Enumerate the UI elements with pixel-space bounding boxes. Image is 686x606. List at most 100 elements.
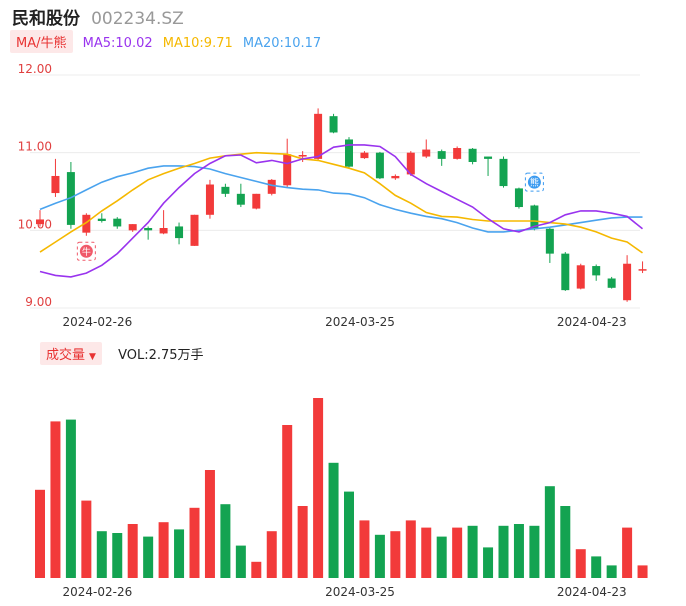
candle-body — [159, 228, 168, 234]
candle-body — [607, 278, 616, 288]
candle-body — [283, 154, 292, 186]
ma10-line — [39, 151, 643, 254]
ma-legend: MA/牛熊 MA5:10.02 MA10:9.71 MA20:10.17 — [10, 30, 321, 54]
candle-body — [113, 218, 122, 227]
volume-bar — [112, 533, 123, 578]
volume-bar — [50, 421, 61, 578]
candle-body — [406, 152, 415, 175]
volume-bar — [622, 527, 633, 578]
moving-average-lines — [39, 144, 644, 278]
candle-body — [329, 116, 338, 133]
price-tick-label: 10.00 — [18, 217, 52, 231]
volume-bar — [591, 556, 602, 578]
candle-body — [561, 253, 570, 291]
candle-body — [97, 218, 106, 222]
price-tick-label: 12.00 — [18, 62, 52, 76]
date-tick-label: 2024-03-25 — [325, 585, 395, 599]
volume-bar — [560, 506, 571, 578]
volume-bar — [344, 491, 354, 578]
volume-bars — [35, 398, 648, 578]
candle-body — [190, 214, 199, 246]
candle-body — [221, 186, 230, 194]
candle-body — [36, 219, 44, 225]
ma20-line — [39, 165, 643, 233]
date-tick-label: 2024-04-23 — [557, 585, 627, 599]
volume-bar — [174, 529, 185, 578]
volume-bar — [266, 531, 277, 578]
volume-bar — [96, 531, 107, 578]
stock-name: 民和股份 — [12, 9, 80, 29]
candle-body — [345, 139, 353, 167]
volume-bar — [405, 520, 416, 578]
date-tick-label: 2024-02-26 — [62, 585, 132, 599]
bear-signal-icon — [527, 175, 541, 189]
volume-bar — [467, 525, 478, 578]
candle-body — [453, 148, 462, 159]
price-tick-label: 11.00 — [18, 140, 52, 154]
stock-code: 002234.SZ — [91, 9, 184, 29]
ma5-legend: MA5:10.02 — [82, 36, 153, 51]
bull-signal-icon — [79, 244, 93, 258]
stock-header: 民和股份 002234.SZ — [12, 4, 184, 29]
volume-bar — [544, 486, 555, 578]
volume-bar — [282, 425, 293, 578]
volume-bar — [158, 522, 169, 578]
date-tick-label: 2024-03-25 — [325, 315, 395, 329]
ma5-line — [39, 144, 644, 278]
candle-body — [484, 156, 493, 159]
candle-body — [205, 184, 214, 215]
candle-body — [468, 148, 477, 162]
volume-bar — [374, 534, 385, 578]
volume-bar — [452, 527, 463, 578]
volume-bar — [65, 419, 76, 578]
volume-bar — [328, 462, 339, 578]
candle-body — [391, 175, 400, 179]
candle-body — [175, 226, 184, 239]
bull-signal-label: 牛 — [82, 246, 91, 258]
volume-bar — [483, 547, 494, 578]
volume-bar — [513, 524, 524, 578]
candle-body — [623, 263, 632, 301]
price-axis-labels: 12.00 11.00 10.00 9.00 — [18, 62, 52, 309]
candle-body — [422, 149, 431, 157]
volume-bar — [251, 561, 262, 578]
candle-body — [437, 151, 446, 159]
candle-body — [144, 228, 153, 231]
volume-bar — [529, 525, 540, 578]
candle-body — [530, 205, 539, 229]
candlestick-series — [36, 108, 647, 302]
volume-bar — [35, 489, 45, 578]
volume-bar — [575, 549, 586, 578]
candle-body — [375, 152, 384, 179]
volume-value: VOL:2.75万手 — [118, 348, 204, 363]
candle-body — [314, 113, 323, 159]
signal-badge-frame — [76, 241, 96, 261]
volume-bar — [313, 398, 324, 578]
candle-body — [51, 175, 60, 194]
candle-body — [128, 224, 137, 231]
candle-body — [545, 228, 554, 254]
volume-bar — [498, 525, 509, 578]
ma-indicator-selector[interactable]: MA/牛熊 — [10, 30, 73, 53]
volume-bar — [189, 507, 200, 578]
candle-body — [236, 193, 245, 205]
volume-bar — [637, 565, 648, 578]
ma20-legend: MA20:10.17 — [242, 36, 322, 51]
volume-legend: 成交量 ▼ VOL:2.75万手 — [40, 342, 204, 365]
candle-body — [298, 154, 307, 157]
ma10-legend: MA10:9.71 — [162, 36, 233, 51]
bear-signal-label: 熊 — [530, 177, 539, 189]
volume-bar — [421, 527, 432, 578]
price-grid — [30, 74, 640, 309]
price-tick-label: 9.00 — [25, 295, 52, 309]
candle-body — [514, 188, 523, 208]
candle-body — [592, 266, 601, 276]
volume-indicator-selector[interactable]: 成交量 ▼ — [40, 342, 102, 365]
candle-body — [252, 193, 261, 209]
candle-body — [360, 152, 369, 159]
volume-bar — [81, 500, 92, 578]
candle-body — [638, 269, 647, 271]
candle-body — [82, 214, 91, 233]
volume-bar — [204, 470, 215, 578]
